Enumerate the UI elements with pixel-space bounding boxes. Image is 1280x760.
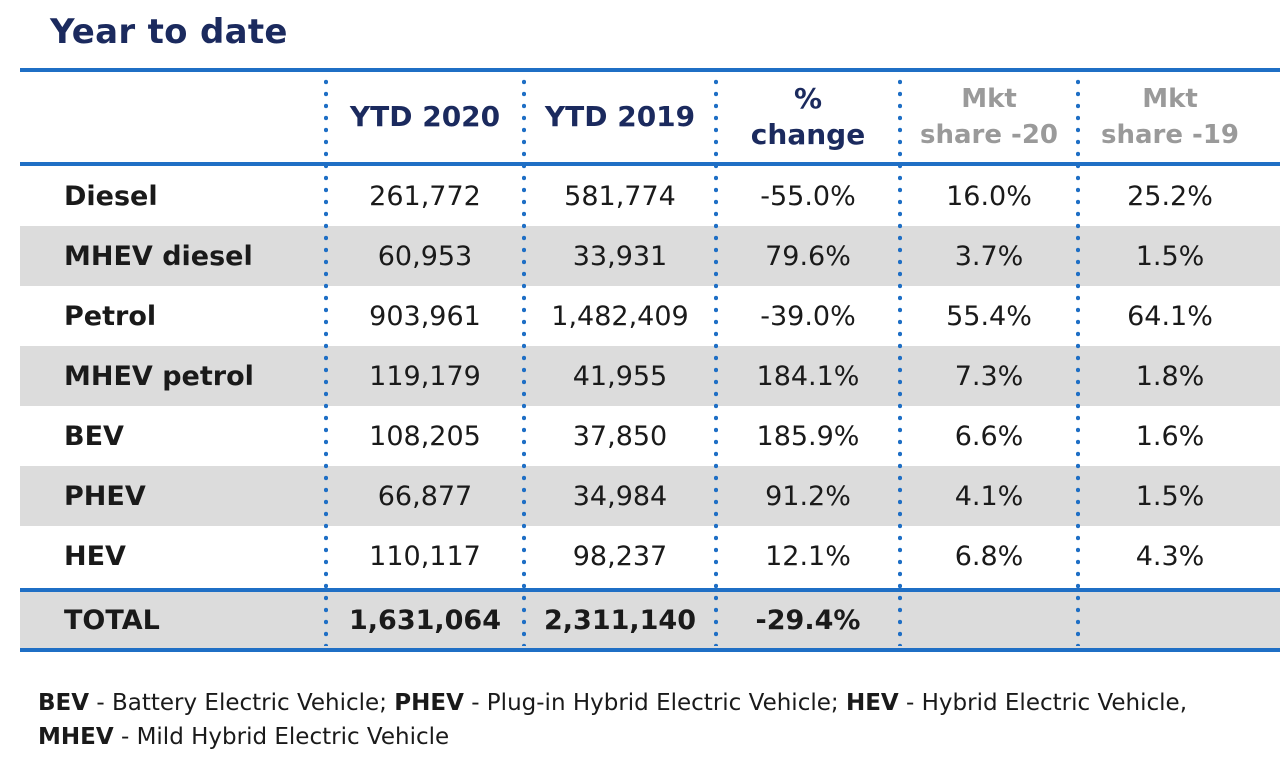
- cell-change: 184.1%: [756, 360, 860, 392]
- total-change: -29.4%: [755, 604, 861, 636]
- column-header-change: % change: [716, 72, 900, 162]
- cell-share19: 1.5%: [1135, 240, 1205, 272]
- column-header-ytd2019: YTD 2019: [524, 72, 716, 162]
- total-label: TOTAL: [64, 604, 160, 636]
- cell-label: MHEV diesel: [64, 240, 253, 272]
- table-row-total: TOTAL 1,631,064 2,311,140 -29.4%: [20, 592, 1280, 648]
- column-header-ytd2020-label: YTD 2020: [349, 100, 501, 133]
- legend-bev-abbr: BEV: [38, 690, 90, 716]
- cell-ytd2019: 33,931: [572, 240, 668, 272]
- column-header-share19: Mkt share -19: [1078, 72, 1262, 162]
- column-separator-2: [522, 76, 526, 646]
- cell-label: HEV: [64, 540, 126, 572]
- column-header-share20: Mkt share -20: [900, 72, 1078, 162]
- cell-label: Petrol: [64, 300, 157, 332]
- cell-ytd2019: 1,482,409: [551, 300, 689, 332]
- column-header-ytd2020: YTD 2020: [326, 72, 524, 162]
- column-header-change-line1: %: [793, 82, 823, 115]
- table-row: PHEV 66,877 34,984 91.2% 4.1% 1.5%: [20, 466, 1280, 526]
- cell-ytd2020: 119,179: [369, 360, 481, 392]
- cell-ytd2019: 37,850: [572, 420, 668, 452]
- cell-change: 79.6%: [765, 240, 851, 272]
- total-divider-rule: [20, 588, 1280, 592]
- legend-mhev-text: - Mild Hybrid Electric Vehicle: [113, 724, 450, 750]
- cell-ytd2019: 98,237: [572, 540, 668, 572]
- table-row: MHEV petrol 119,179 41,955 184.1% 7.3% 1.8%: [20, 346, 1280, 406]
- cell-ytd2020: 60,953: [377, 240, 473, 272]
- cell-change: 185.9%: [756, 420, 860, 452]
- cell-share19: 64.1%: [1127, 300, 1213, 332]
- page-title: Year to date: [50, 12, 288, 52]
- cell-ytd2020: 261,772: [369, 180, 481, 212]
- column-header-share19-line2: share -19: [1100, 120, 1239, 150]
- cell-share20: 6.8%: [954, 540, 1024, 572]
- column-separator-3: [714, 76, 718, 646]
- table-row: BEV 108,205 37,850 185.9% 6.6% 1.6%: [20, 406, 1280, 466]
- cell-ytd2020: 903,961: [369, 300, 481, 332]
- cell-share19: 25.2%: [1127, 180, 1213, 212]
- cell-change: 12.1%: [765, 540, 851, 572]
- cell-ytd2020: 66,877: [377, 480, 473, 512]
- cell-change: -55.0%: [760, 180, 856, 212]
- cell-ytd2019: 34,984: [572, 480, 668, 512]
- cell-change: -39.0%: [760, 300, 856, 332]
- legend-hev-text: - Hybrid Electric Vehicle,: [898, 690, 1188, 716]
- cell-share19: 1.6%: [1135, 420, 1205, 452]
- cell-ytd2020: 108,205: [369, 420, 481, 452]
- legend-phev-abbr: PHEV: [394, 690, 464, 716]
- column-header-share19-line1: Mkt: [1142, 84, 1198, 114]
- legend-bev-text: - Battery Electric Vehicle;: [89, 690, 395, 716]
- cell-share20: 4.1%: [954, 480, 1024, 512]
- table-row: Diesel 261,772 581,774 -55.0% 16.0% 25.2%: [20, 166, 1280, 226]
- cell-share20: 3.7%: [954, 240, 1024, 272]
- column-separator-4: [898, 76, 902, 646]
- cell-label: Diesel: [64, 180, 158, 212]
- cell-share19: 4.3%: [1135, 540, 1205, 572]
- cell-share20: 55.4%: [946, 300, 1032, 332]
- cell-label: PHEV: [64, 480, 146, 512]
- table-row: MHEV diesel 60,953 33,931 79.6% 3.7% 1.5%: [20, 226, 1280, 286]
- cell-share20: 6.6%: [954, 420, 1024, 452]
- total-ytd2019: 2,311,140: [543, 604, 697, 636]
- cell-ytd2019: 581,774: [564, 180, 676, 212]
- header-divider-rule: [20, 162, 1280, 166]
- cell-share20: 7.3%: [954, 360, 1024, 392]
- cell-ytd2020: 110,117: [369, 540, 481, 572]
- cell-label: BEV: [64, 420, 124, 452]
- column-header-change-line2: change: [750, 118, 866, 151]
- cell-change: 91.2%: [765, 480, 851, 512]
- total-ytd2020: 1,631,064: [348, 604, 502, 636]
- table-row: HEV 110,117 98,237 12.1% 6.8% 4.3%: [20, 526, 1280, 586]
- column-separator-5: [1076, 76, 1080, 646]
- table-row: Petrol 903,961 1,482,409 -39.0% 55.4% 64.1%: [20, 286, 1280, 346]
- cell-share19: 1.8%: [1135, 360, 1205, 392]
- legend-hev-abbr: HEV: [845, 690, 899, 716]
- total-share19: [1078, 592, 1262, 648]
- column-header-share20-line1: Mkt: [961, 84, 1017, 114]
- cell-label: MHEV petrol: [64, 360, 254, 392]
- legend-phev-text: - Plug-in Hybrid Electric Vehicle;: [463, 690, 846, 716]
- cell-ytd2019: 41,955: [572, 360, 668, 392]
- abbreviation-legend: BEV - Battery Electric Vehicle; PHEV - P…: [38, 686, 1258, 754]
- column-header-share20-line2: share -20: [919, 120, 1058, 150]
- total-share20: [900, 592, 1078, 648]
- column-header-ytd2019-label: YTD 2019: [544, 100, 696, 133]
- cell-share19: 1.5%: [1135, 480, 1205, 512]
- table-bottom-rule: [20, 648, 1280, 652]
- legend-mhev-abbr: MHEV: [38, 724, 114, 750]
- table-top-rule: [20, 68, 1280, 72]
- cell-share20: 16.0%: [946, 180, 1032, 212]
- column-separator-1: [324, 76, 328, 646]
